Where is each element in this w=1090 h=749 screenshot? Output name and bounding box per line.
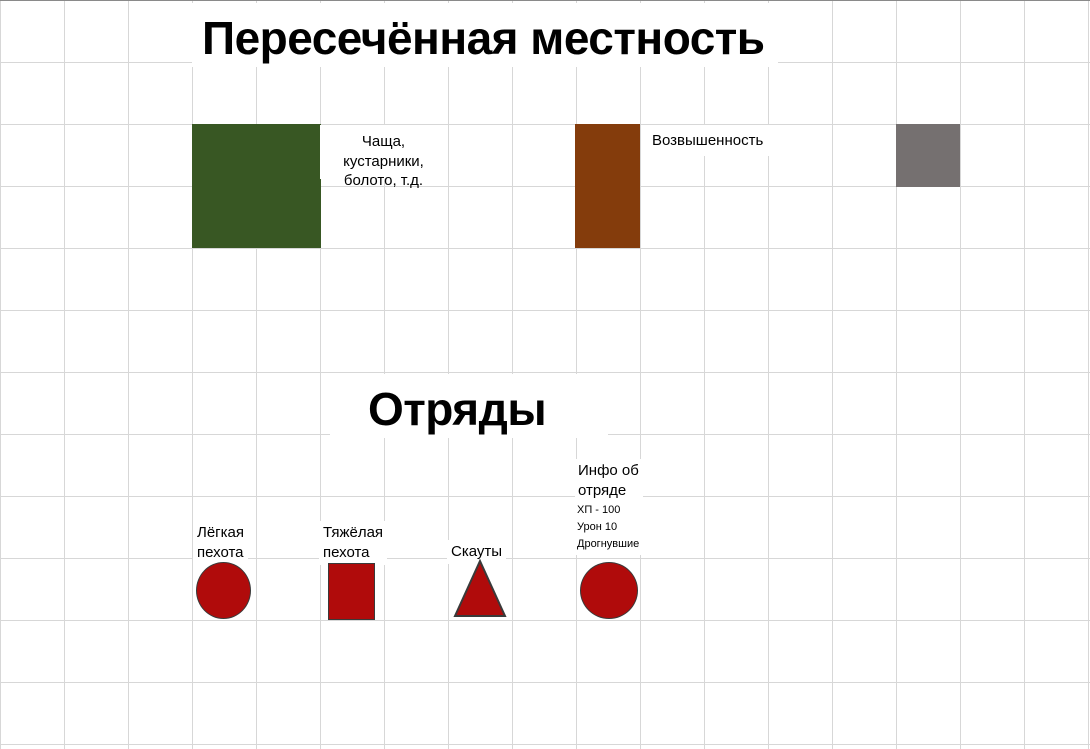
terrain-section-title: Пересечённая местность — [192, 3, 778, 67]
thicket-label: Чаща, кустарники, болото, т.д. — [320, 125, 447, 189]
elevation-swatch[interactable] — [575, 124, 640, 248]
sheet-top-border — [0, 0, 1090, 1]
thicket-swatch[interactable] — [192, 124, 321, 248]
light-infantry-label: Лёгкая пехота — [193, 521, 249, 565]
unit-info-hp: ХП - 100 — [577, 504, 621, 516]
unit-info-label: Инфо об отряде — [575, 459, 643, 503]
scouts-triangle-shape[interactable] — [453, 559, 507, 618]
scouts-triangle-polygon[interactable] — [453, 559, 507, 617]
highland-swatch[interactable] — [896, 124, 960, 187]
units-section-title: Отряды — [330, 374, 608, 438]
unit-info-status: Дрогнувшие — [577, 538, 640, 550]
elevation-label: Возвышенность — [646, 125, 770, 156]
heavy-infantry-label: Тяжёлая пехота — [319, 521, 388, 565]
unit-info-stats: ХП - 100 Урон 10 Дрогнувшие — [575, 500, 641, 555]
light-infantry-circle-shape[interactable] — [196, 562, 251, 619]
heavy-infantry-square-shape[interactable] — [328, 563, 375, 620]
unit-info-circle-shape[interactable] — [580, 562, 638, 619]
unit-info-damage: Урон 10 — [577, 521, 618, 533]
scouts-label: Скауты — [447, 540, 507, 564]
